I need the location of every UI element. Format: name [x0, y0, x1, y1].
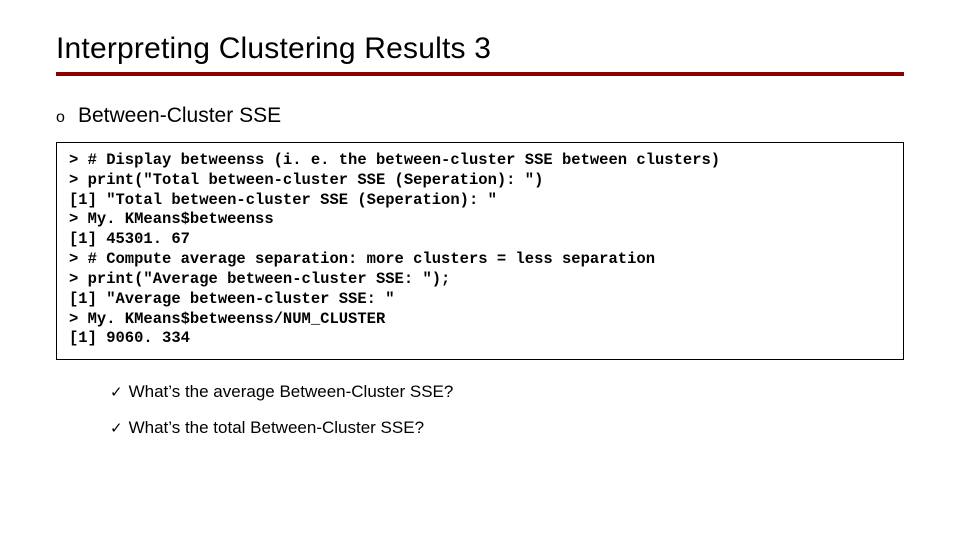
code-line: [1] 9060. 334: [69, 329, 190, 347]
code-line: > print("Total between-cluster SSE (Sepe…: [69, 171, 543, 189]
title-rule: [56, 72, 904, 76]
section-subhead: o Between-Cluster SSE: [56, 104, 904, 128]
code-line: [1] "Average between-cluster SSE: ": [69, 290, 395, 308]
slide: Interpreting Clustering Results 3 o Betw…: [0, 0, 960, 540]
code-line: > # Display betweenss (i. e. the between…: [69, 151, 720, 169]
question-item: ✓ What’s the total Between-Cluster SSE?: [110, 418, 904, 438]
check-icon: ✓: [110, 419, 123, 437]
code-line: [1] "Total between-cluster SSE (Seperati…: [69, 191, 497, 209]
page-title: Interpreting Clustering Results 3: [56, 32, 904, 66]
code-line: [1] 45301. 67: [69, 230, 190, 248]
code-block: > # Display betweenss (i. e. the between…: [56, 142, 904, 360]
bullet-icon: o: [56, 109, 70, 127]
code-line: > # Compute average separation: more clu…: [69, 250, 655, 268]
questions-list: ✓ What’s the average Between-Cluster SSE…: [56, 382, 904, 438]
question-text: What’s the total Between-Cluster SSE?: [129, 418, 424, 438]
code-line: > print("Average between-cluster SSE: ")…: [69, 270, 450, 288]
question-item: ✓ What’s the average Between-Cluster SSE…: [110, 382, 904, 402]
question-text: What’s the average Between-Cluster SSE?: [129, 382, 454, 402]
check-icon: ✓: [110, 383, 123, 401]
code-line: > My. KMeans$betweenss: [69, 210, 274, 228]
subhead-text: Between-Cluster SSE: [78, 104, 281, 128]
code-line: > My. KMeans$betweenss/NUM_CLUSTER: [69, 310, 385, 328]
